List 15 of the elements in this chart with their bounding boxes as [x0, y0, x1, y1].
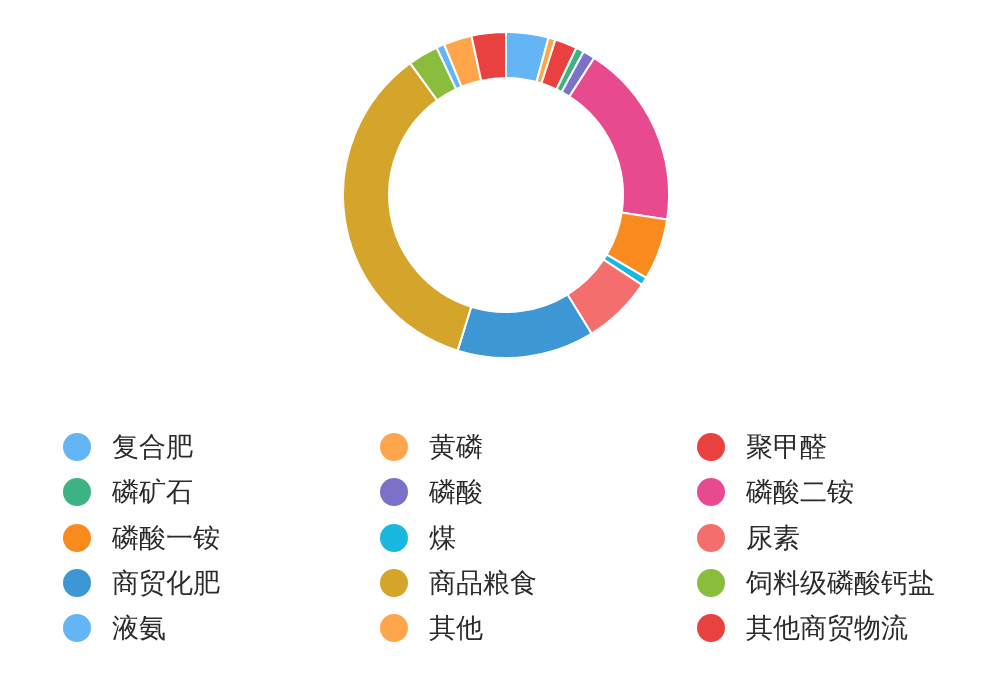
legend-label: 煤	[429, 521, 456, 554]
legend-label: 磷矿石	[112, 476, 193, 509]
legend-label: 其他	[429, 612, 483, 645]
legend-label: 其他商贸物流	[746, 612, 908, 645]
legend-label: 黄磷	[429, 431, 483, 464]
legend-label: 尿素	[746, 521, 800, 554]
legend-label: 磷酸一铵	[112, 521, 220, 554]
legend-label: 商品粮食	[429, 567, 537, 600]
legend-label: 聚甲醛	[746, 431, 827, 464]
legend-label: 复合肥	[112, 431, 193, 464]
legend-label: 磷酸	[429, 476, 483, 509]
legend-label: 商贸化肥	[112, 567, 220, 600]
legend-label: 饲料级磷酸钙盐	[746, 567, 935, 600]
legend-label: 液氨	[112, 612, 166, 645]
legend-label: 磷酸二铵	[746, 476, 854, 509]
